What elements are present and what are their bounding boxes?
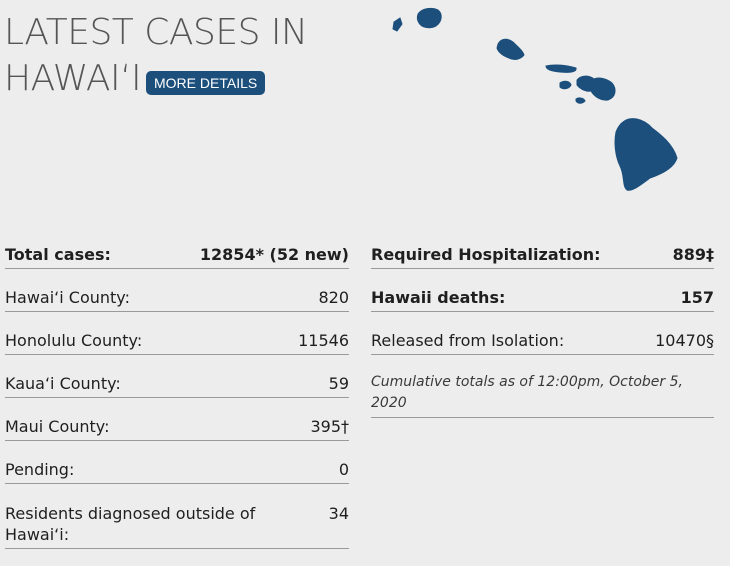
stats-right-column: Required Hospitalization: 889‡ Hawaii de…: [371, 243, 714, 418]
honolulu-county-row: Honolulu County: 11546: [5, 329, 349, 355]
total-cases-row: Total cases: 12854* (52 new): [5, 243, 349, 269]
stat-label: Hawai‘i County:: [5, 288, 130, 307]
stat-label: Hawaii deaths:: [371, 288, 506, 307]
stat-label: Total cases:: [5, 245, 111, 264]
stat-value: 157: [680, 288, 714, 307]
stat-label: Required Hospitalization:: [371, 245, 601, 264]
stat-value: 34: [328, 504, 349, 523]
stat-label: Maui County:: [5, 417, 110, 436]
maui-county-row: Maui County: 395†: [5, 415, 349, 441]
deaths-row: Hawaii deaths: 157: [371, 286, 714, 312]
kauai-county-row: Kaua‘i County: 59: [5, 372, 349, 398]
stat-value: 820: [318, 288, 349, 307]
stat-label: Released from Isolation:: [371, 331, 565, 350]
stat-label: Residents diagnosed outside of Hawai‘i:: [5, 504, 256, 544]
title-line-1: LATEST CASES IN: [4, 12, 308, 53]
hawaii-islands-map-icon: [392, 7, 678, 191]
stat-label: Honolulu County:: [5, 331, 143, 350]
stat-value: 59: [328, 374, 349, 393]
more-details-button[interactable]: MORE DETAILS: [146, 71, 266, 95]
cumulative-note: Cumulative totals as of 12:00pm, October…: [371, 372, 714, 418]
title-line-2: HAWAI‘I: [4, 58, 142, 99]
stat-label: Pending:: [5, 460, 75, 479]
stat-value: 395†: [310, 417, 349, 436]
hospitalization-row: Required Hospitalization: 889‡: [371, 243, 714, 269]
stat-value: 12854* (52 new): [199, 245, 349, 264]
stat-label: Kaua‘i County:: [5, 374, 121, 393]
pending-row: Pending: 0: [5, 458, 349, 484]
stat-value: 11546: [298, 331, 349, 350]
outside-hawaii-row: Residents diagnosed outside of Hawai‘i: …: [5, 501, 349, 549]
page-title: LATEST CASES IN HAWAI‘I: [4, 10, 308, 102]
stats-left-column: Total cases: 12854* (52 new) Hawai‘i Cou…: [5, 243, 349, 566]
released-row: Released from Isolation: 10470§: [371, 329, 714, 355]
stat-value: 10470§: [655, 331, 714, 350]
hawaii-county-row: Hawai‘i County: 820: [5, 286, 349, 312]
stat-value: 889‡: [672, 245, 714, 264]
stat-value: 0: [338, 460, 349, 479]
